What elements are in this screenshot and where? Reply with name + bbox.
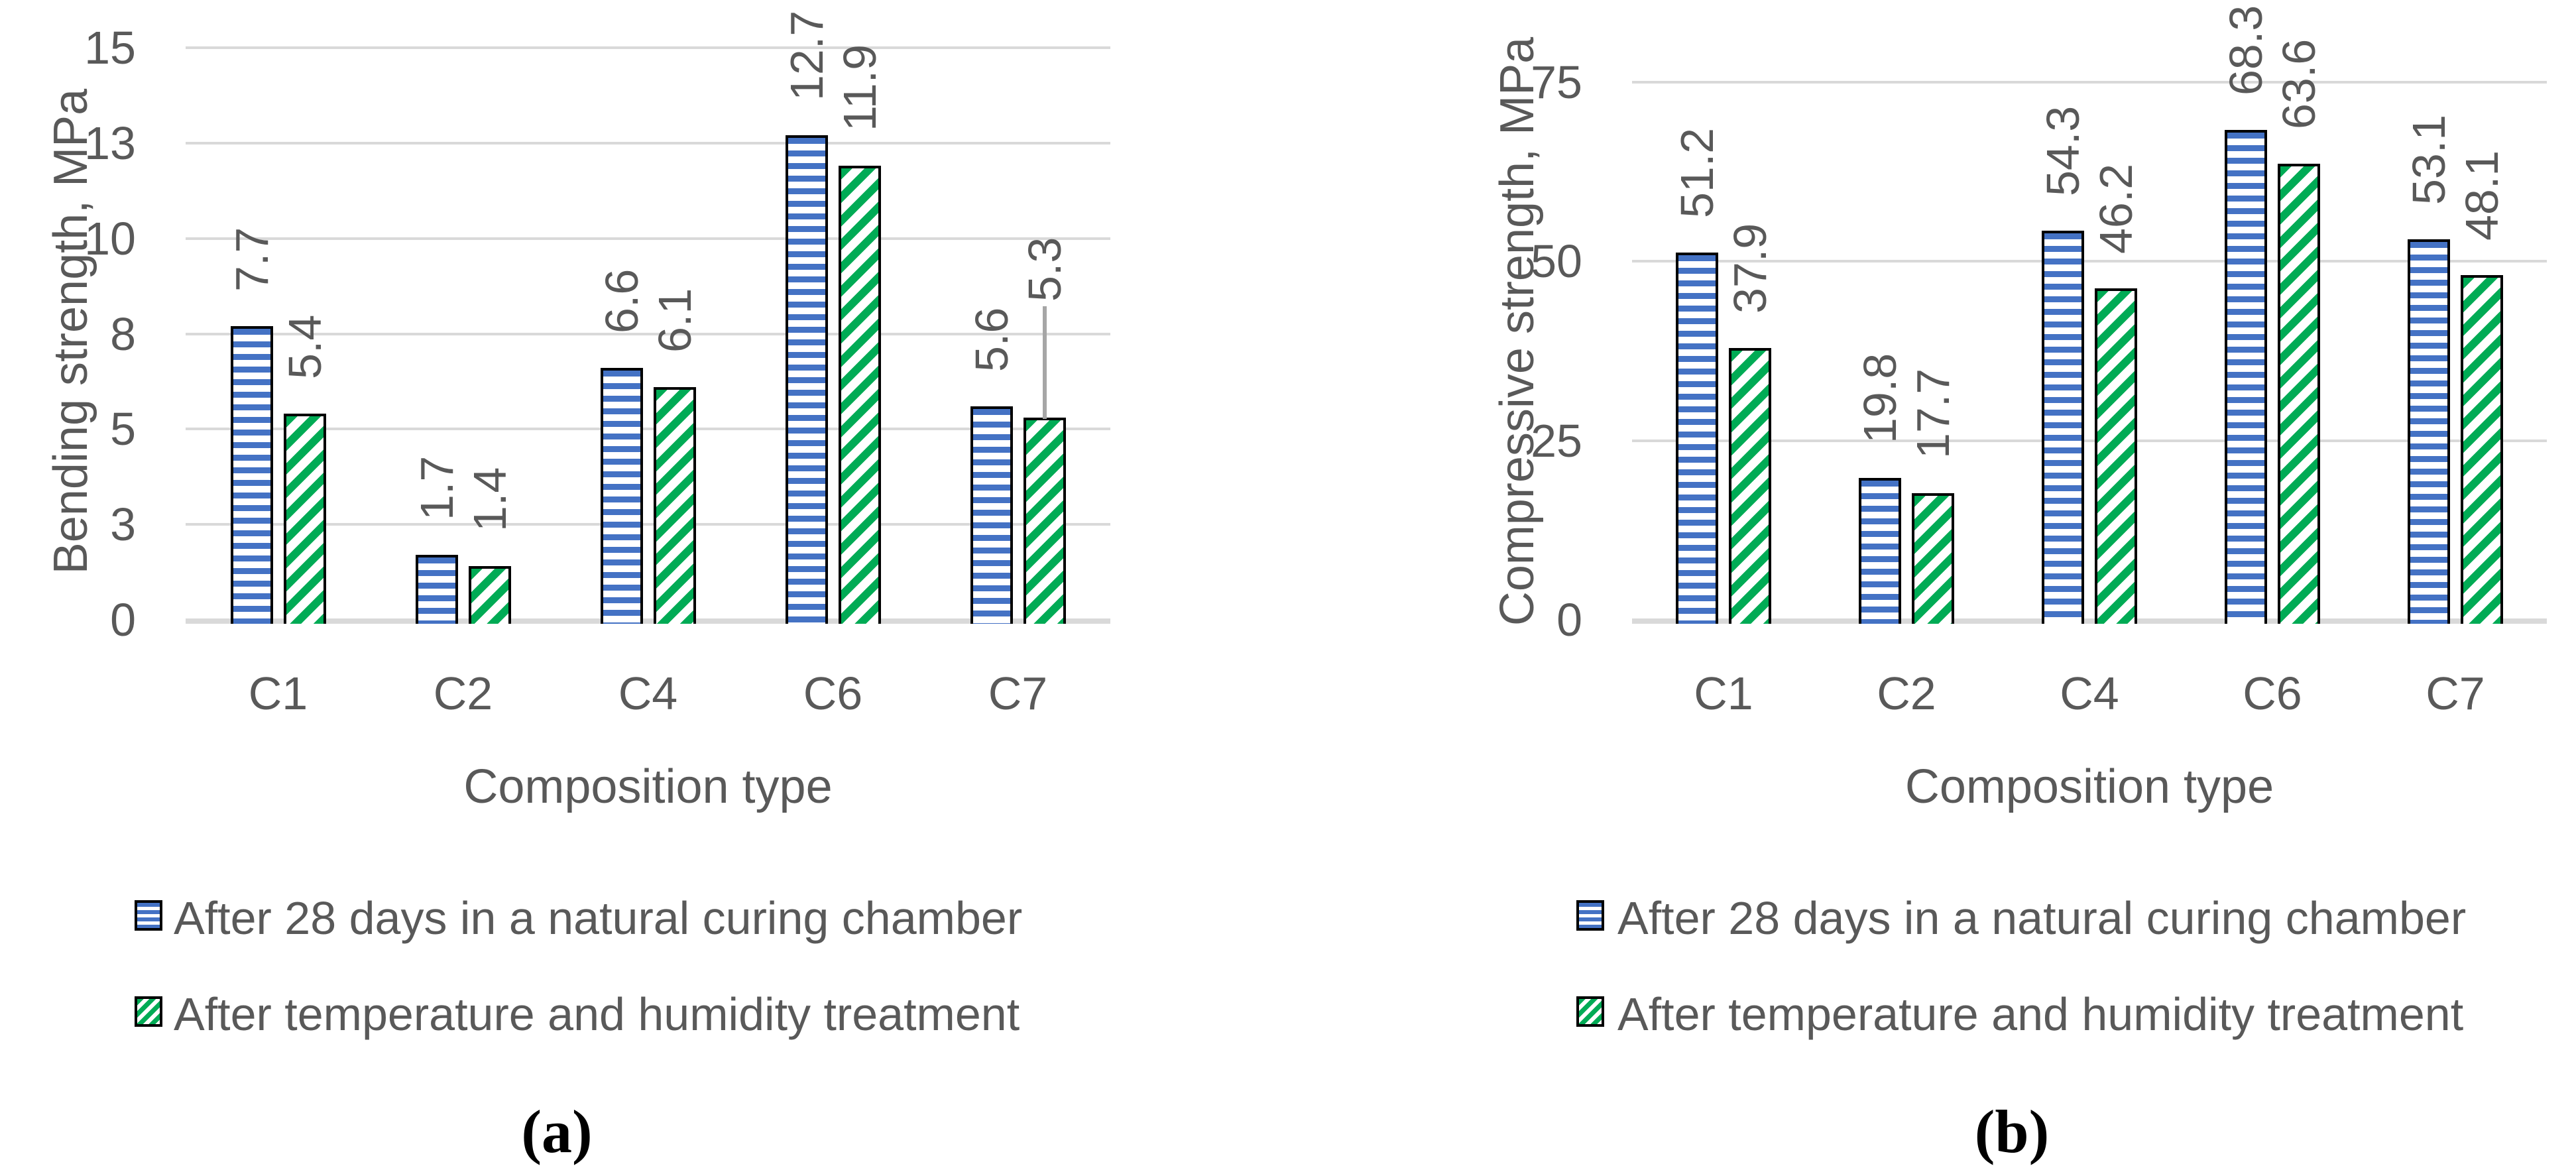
bar-c7-series2: [1023, 418, 1066, 624]
x-axis-title: Composition type: [1904, 760, 2274, 813]
legend-item-label: After temperature and humidity treatment: [174, 988, 1020, 1040]
bar-c1-series1: [1676, 253, 1718, 624]
panel-caption-a: (a): [521, 1098, 593, 1165]
y-axis-tick-label: 50: [1531, 235, 1582, 288]
bar-c2-series2: [468, 566, 511, 624]
y-axis-tick-label: 8: [110, 308, 136, 360]
x-axis-category-label: C7: [2426, 668, 2485, 719]
bar-c6-series1: [2225, 130, 2267, 624]
bar-c4-series2: [653, 387, 696, 624]
bar-data-label: 5.6: [965, 307, 1018, 372]
legend-swatch-blue-horizontal-stripes: [135, 900, 162, 931]
bar-c1-series1: [230, 325, 273, 624]
x-axis-category-label: C2: [433, 668, 493, 719]
bar-data-label: 51.2: [1671, 128, 1723, 219]
legend-swatch-green-diagonal-stripes: [1576, 996, 1604, 1027]
y-axis-title: Compressive strength, MPa: [1491, 36, 1544, 626]
legend-swatch-green-diagonal-stripes: [135, 996, 162, 1027]
x-axis-category-label: C4: [618, 668, 678, 719]
x-axis-category-label: C7: [988, 668, 1048, 719]
bar-data-label: 5.4: [278, 315, 331, 380]
bar-c7-series2: [2461, 274, 2503, 624]
bar-data-label: 19.8: [1854, 353, 1906, 443]
bar-data-label: 11.9: [833, 44, 886, 132]
bar-c6-series2: [2278, 164, 2320, 624]
bar-data-label: 6.6: [595, 268, 648, 334]
gridline: [186, 428, 1110, 431]
x-axis-category-label: C4: [2060, 668, 2119, 719]
bar-data-label: 12.7: [780, 11, 833, 101]
gridline: [186, 332, 1110, 335]
bar-data-label: 46.2: [2090, 164, 2142, 255]
y-axis-tick-label: 5: [110, 403, 136, 455]
bar-c2-series1: [1859, 477, 1901, 624]
x-axis-category-label: C6: [803, 668, 863, 719]
bar-c6-series1: [785, 135, 828, 624]
y-axis-tick-label: 10: [84, 212, 136, 264]
legend-swatch-blue-horizontal-stripes: [1576, 900, 1604, 931]
bar-data-label: 7.7: [225, 227, 278, 292]
y-axis-tick-label: 0: [110, 594, 136, 646]
bar-data-label: 5.3: [1018, 237, 1071, 302]
gridline: [186, 46, 1110, 49]
bar-data-label: 53.1: [2403, 114, 2455, 205]
legend-item-label: After 28 days in a natural curing chambe…: [174, 892, 1023, 944]
x-axis-category-label: C1: [248, 668, 308, 719]
gridline: [1632, 81, 2547, 84]
bar-c4-series2: [2095, 288, 2137, 624]
bar-data-label: 1.7: [410, 455, 463, 521]
bar-c1-series2: [283, 414, 326, 624]
y-axis-tick-label: 75: [1531, 56, 1582, 108]
bar-data-label: 1.4: [463, 467, 516, 532]
bar-c4-series1: [600, 368, 643, 624]
bar-data-label: 48.1: [2456, 150, 2508, 241]
bar-data-label: 37.9: [1724, 223, 1776, 314]
panel-caption-b: (b): [1974, 1098, 2050, 1165]
y-axis-tick-label: 25: [1531, 414, 1582, 467]
legend-item-label: After temperature and humidity treatment: [1617, 988, 2464, 1040]
gridline: [186, 141, 1110, 145]
x-axis-category-label: C2: [1877, 668, 1936, 719]
legend-item-label: After 28 days in a natural curing chambe…: [1617, 892, 2467, 944]
x-axis-category-label: C6: [2243, 668, 2302, 719]
y-axis-tick-label: 15: [84, 22, 136, 74]
bar-c7-series1: [2408, 239, 2450, 624]
bar-c6-series2: [838, 166, 881, 624]
y-axis-tick-label: 13: [84, 117, 136, 169]
bar-data-label: 6.1: [648, 288, 701, 353]
x-axis-category-label: C1: [1694, 668, 1753, 719]
gridline: [186, 237, 1110, 240]
bar-c1-series2: [1729, 348, 1771, 624]
gridline: [1632, 439, 2547, 442]
bar-c2-series2: [1912, 493, 1954, 624]
y-axis-title: Bending strength, MPa: [44, 88, 97, 575]
x-axis-baseline: [186, 618, 1110, 624]
gridline: [186, 523, 1110, 526]
bar-c4-series1: [2042, 230, 2084, 624]
y-axis-tick-label: 0: [1556, 594, 1582, 646]
y-axis-tick-label: 3: [110, 498, 136, 551]
bar-data-label: 63.6: [2273, 39, 2325, 130]
gridline: [1632, 260, 2547, 263]
data-label-leader-line: [1042, 306, 1047, 419]
x-axis-title: Composition type: [463, 760, 833, 813]
bar-data-label: 17.7: [1907, 368, 1959, 459]
bar-c7-series1: [970, 406, 1013, 624]
bar-c2-series1: [415, 555, 458, 624]
bar-data-label: 54.3: [2037, 105, 2089, 196]
bar-data-label: 68.3: [2220, 5, 2272, 96]
x-axis-baseline: [1632, 618, 2547, 624]
